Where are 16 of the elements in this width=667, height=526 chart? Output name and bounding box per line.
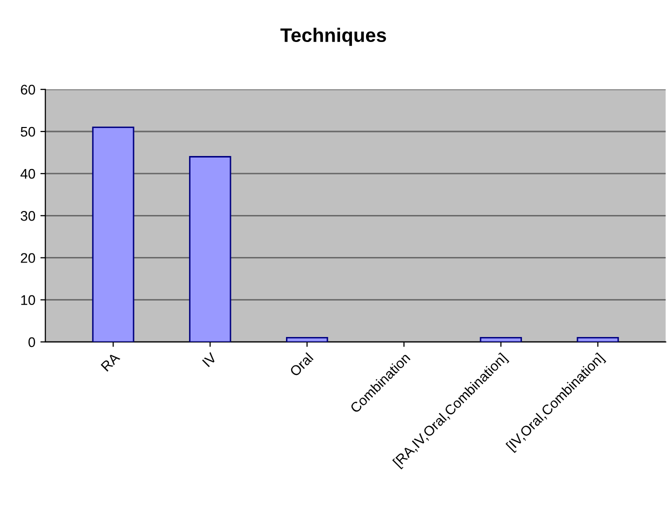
y-tick-label: 30 bbox=[20, 210, 36, 221]
y-tick-label: 40 bbox=[20, 168, 36, 179]
x-tick-label: RA bbox=[100, 352, 120, 372]
chart-title: Techniques bbox=[280, 28, 386, 46]
x-tick-label: IV bbox=[202, 352, 218, 368]
bar bbox=[480, 336, 522, 342]
bar bbox=[92, 126, 134, 342]
bar bbox=[189, 156, 232, 342]
x-tick-label: Oral bbox=[288, 352, 314, 377]
y-tick-label: 50 bbox=[20, 126, 36, 137]
bar bbox=[286, 336, 328, 342]
y-tick-label: 0 bbox=[28, 337, 36, 348]
y-tick-label: 20 bbox=[20, 253, 36, 263]
bar bbox=[576, 336, 619, 342]
y-tick-label: 10 bbox=[21, 295, 36, 305]
y-tick-label: 60 bbox=[20, 84, 36, 95]
